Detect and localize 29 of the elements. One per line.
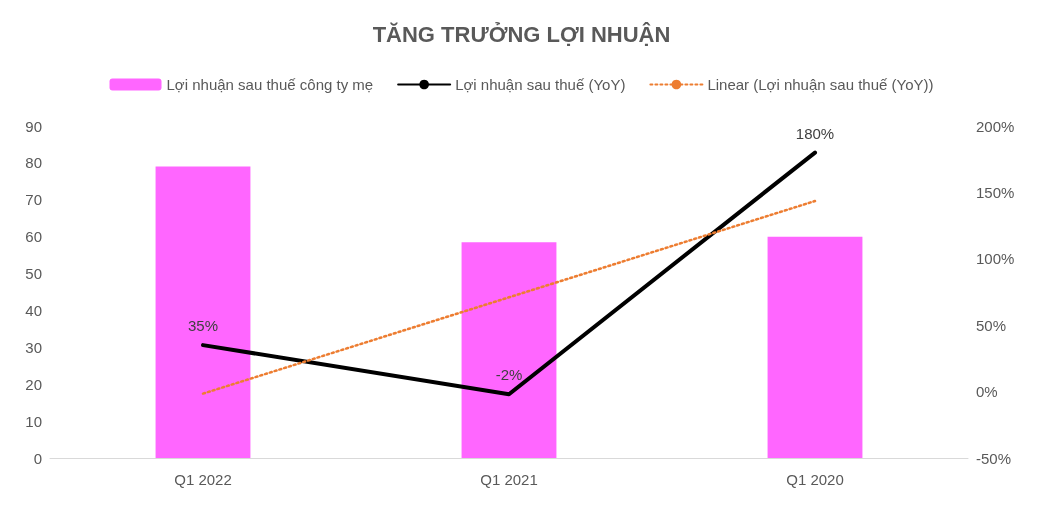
y-tick-label: 40 (25, 301, 42, 319)
y-tick-label: 20 (25, 375, 42, 393)
y-tick-label: 90 (25, 117, 42, 135)
data-label: 180% (795, 124, 835, 142)
chart-title: TĂNG TRƯỞNG LỢI NHUẬN (372, 21, 671, 47)
y-tick-label: 70 (25, 191, 42, 209)
y2-tick-label: 150% (976, 183, 1015, 201)
y2-tick-label: -50% (976, 449, 1012, 467)
data-label: -2% (495, 366, 523, 384)
y2-tick-label: 100% (976, 250, 1015, 268)
y2-tick-label: 0% (976, 383, 998, 401)
y-tick-label: 60 (25, 228, 42, 246)
legend-label: Linear (Lợi nhuận sau thuế (YoY)) (707, 76, 934, 93)
legend-label: Lợi nhuận sau thuế (YoY) (455, 76, 626, 93)
y2-tick-label: 200% (976, 117, 1015, 135)
bar (461, 242, 557, 458)
y-tick-label: 30 (25, 338, 42, 356)
legend-label: Lợi nhuận sau thuế công ty mẹ (166, 76, 374, 93)
data-label: 35% (187, 317, 219, 335)
bar (767, 236, 863, 458)
y-tick-label: 80 (25, 154, 42, 172)
x-tick-label: Q1 2021 (480, 471, 538, 488)
x-tick-label: Q1 2022 (174, 471, 232, 488)
y-tick-label: 0 (33, 449, 42, 467)
x-tick-label: Q1 2020 (786, 471, 844, 488)
y-tick-label: 10 (25, 412, 42, 430)
y2-tick-label: 50% (976, 316, 1007, 334)
y-tick-label: 50 (25, 265, 42, 283)
bar (155, 166, 251, 458)
